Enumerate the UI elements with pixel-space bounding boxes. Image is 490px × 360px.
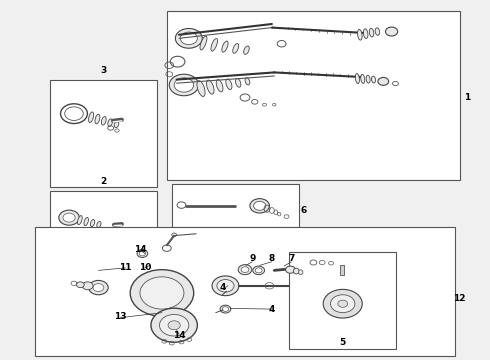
Ellipse shape [93,284,104,292]
Ellipse shape [140,277,184,309]
Ellipse shape [159,315,189,336]
Ellipse shape [355,73,360,84]
Text: 11: 11 [119,264,131,273]
Ellipse shape [211,39,218,51]
Ellipse shape [212,276,239,296]
Ellipse shape [114,121,119,127]
Ellipse shape [217,279,234,292]
Bar [49,80,157,187]
Ellipse shape [244,46,249,54]
Ellipse shape [364,29,368,39]
Bar [172,184,299,226]
Ellipse shape [200,36,207,50]
Ellipse shape [101,117,106,125]
Text: 8: 8 [269,255,275,264]
Ellipse shape [371,76,375,83]
Ellipse shape [378,77,389,85]
Ellipse shape [338,300,347,307]
Text: 4: 4 [269,305,275,314]
Ellipse shape [253,266,265,275]
Text: 3: 3 [100,66,106,75]
Ellipse shape [63,213,75,222]
Ellipse shape [241,267,249,273]
Ellipse shape [95,114,100,124]
Ellipse shape [386,27,398,36]
Ellipse shape [137,249,148,257]
Ellipse shape [216,80,223,92]
Bar [35,226,455,356]
Ellipse shape [77,216,82,225]
Ellipse shape [236,78,241,87]
Ellipse shape [220,305,231,313]
Ellipse shape [226,79,232,90]
Ellipse shape [168,321,180,330]
Ellipse shape [59,210,79,225]
Bar [289,252,396,348]
Ellipse shape [175,28,202,48]
Ellipse shape [366,75,370,83]
Ellipse shape [331,295,355,313]
Ellipse shape [369,28,374,37]
Ellipse shape [151,308,197,342]
Ellipse shape [169,74,198,96]
Ellipse shape [222,307,229,311]
Ellipse shape [298,270,303,274]
Ellipse shape [375,28,380,35]
Ellipse shape [361,75,365,83]
Ellipse shape [238,265,252,275]
Text: 5: 5 [340,338,346,347]
Bar [167,12,460,180]
Ellipse shape [76,282,84,288]
Ellipse shape [84,217,88,226]
Ellipse shape [207,80,214,94]
Ellipse shape [130,270,194,316]
Ellipse shape [108,119,113,126]
Text: 4: 4 [220,283,226,292]
Ellipse shape [180,32,197,45]
Text: 12: 12 [453,294,466,303]
Ellipse shape [97,221,101,228]
Ellipse shape [89,112,94,122]
Text: 7: 7 [288,255,294,264]
Text: 2: 2 [100,177,106,186]
Ellipse shape [286,266,295,273]
Ellipse shape [139,251,146,256]
Ellipse shape [250,199,270,213]
Bar [340,265,344,275]
Ellipse shape [89,280,108,295]
Ellipse shape [197,81,205,96]
Text: 14: 14 [134,246,146,255]
Ellipse shape [245,78,250,85]
Text: 10: 10 [139,264,151,273]
Ellipse shape [255,268,262,273]
Text: 14: 14 [172,332,185,341]
Ellipse shape [253,201,266,210]
Ellipse shape [222,41,228,52]
Ellipse shape [82,282,93,290]
Ellipse shape [90,220,95,226]
Text: 13: 13 [114,312,126,321]
Ellipse shape [358,30,362,40]
Ellipse shape [233,44,239,53]
Bar [49,191,157,241]
Text: 1: 1 [464,93,470,102]
Text: 6: 6 [300,206,306,215]
Text: 9: 9 [249,255,255,264]
Ellipse shape [323,289,362,318]
Ellipse shape [174,78,194,92]
Ellipse shape [294,268,299,274]
